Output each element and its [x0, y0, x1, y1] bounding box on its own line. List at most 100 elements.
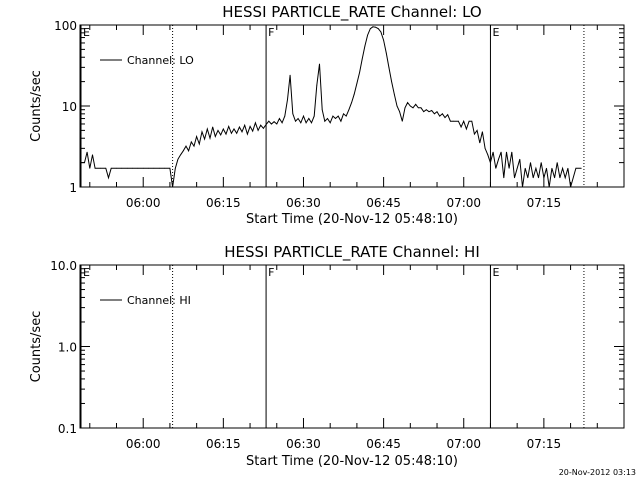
data-point [530, 162, 531, 164]
data-point [335, 118, 336, 119]
data-point [204, 138, 206, 140]
data-point [575, 167, 577, 169]
data-point [538, 177, 539, 179]
data-point [300, 122, 302, 124]
legend-label: Channel: HI [127, 294, 191, 307]
data-point [121, 167, 123, 169]
data-point [212, 126, 214, 128]
data-point [84, 162, 85, 164]
data-point [564, 177, 566, 179]
data-point [217, 130, 219, 131]
data-point [353, 93, 355, 95]
data-point [324, 120, 326, 122]
data-point [484, 148, 486, 149]
data-point [247, 133, 248, 135]
data-point [158, 167, 160, 169]
data-point [399, 111, 400, 113]
data-point [490, 162, 491, 164]
data-point [522, 186, 523, 188]
data-point [417, 107, 419, 109]
data-point [287, 99, 288, 100]
data-point [214, 136, 216, 137]
legend-label: Channel: LO [127, 54, 194, 67]
data-point [479, 142, 481, 144]
data-point [201, 131, 203, 133]
x-tick-label: 06:45 [366, 437, 401, 451]
x-axis-label: Start Time (20-Nov-12 05:48:10) [246, 212, 458, 227]
data-point [311, 122, 312, 124]
marker-label: E [83, 266, 90, 279]
data-point [506, 151, 507, 153]
data-point [407, 102, 408, 103]
data-point [535, 167, 537, 169]
data-point [332, 115, 334, 117]
footer-timestamp: 20-Nov-2012 03:13 [559, 468, 636, 477]
data-point [404, 107, 406, 109]
data-point [511, 151, 513, 153]
data-point [540, 162, 542, 164]
data-point [559, 177, 561, 179]
data-point [169, 167, 171, 169]
data-point [495, 167, 497, 169]
data-point [391, 81, 392, 82]
data-point [308, 118, 310, 119]
x-tick-label: 07:15 [527, 196, 562, 210]
data-point [482, 131, 483, 133]
data-point [327, 118, 328, 119]
data-point [255, 122, 256, 124]
chart-title: HESSI PARTICLE_RATE Channel: HI [224, 243, 480, 262]
data-point [239, 126, 240, 128]
data-point [116, 167, 117, 169]
data-point [148, 167, 150, 169]
data-point [198, 143, 200, 145]
data-point [383, 39, 384, 41]
data-point [185, 145, 187, 147]
x-tick-label: 06:30 [286, 437, 321, 451]
data-point [273, 121, 275, 123]
data-point [554, 177, 555, 179]
marker-label: F [268, 26, 274, 39]
data-point [442, 113, 443, 115]
data-point [466, 128, 467, 130]
data-point [393, 93, 395, 95]
data-point [92, 154, 93, 156]
data-point [377, 28, 379, 30]
data-point [567, 167, 569, 169]
data-point [180, 154, 182, 156]
data-point [369, 28, 371, 30]
data-point [452, 120, 454, 122]
data-point [375, 26, 376, 28]
data-point [519, 158, 521, 160]
data-point [428, 111, 430, 113]
data-point [276, 123, 278, 125]
data-point [231, 132, 232, 134]
data-point [562, 167, 563, 169]
marker-label: F [268, 266, 274, 279]
data-point [222, 128, 224, 130]
data-point [319, 63, 320, 65]
data-point [556, 162, 558, 164]
x-tick-label: 06:15 [206, 196, 241, 210]
data-point [524, 167, 526, 169]
data-point [193, 145, 195, 147]
data-point [356, 83, 358, 84]
data-point [548, 186, 550, 188]
data-point [337, 115, 339, 117]
data-point [126, 167, 128, 169]
y-tick-label: 10.0 [50, 259, 77, 273]
data-point [492, 151, 494, 153]
data-point [209, 137, 211, 139]
data-point [351, 102, 352, 103]
data-point [447, 114, 449, 116]
y-tick-label: 0.1 [58, 422, 77, 436]
data-point [458, 120, 459, 122]
data-point [415, 103, 417, 105]
data-point [137, 167, 139, 169]
x-tick-label: 06:00 [126, 196, 161, 210]
y-tick-label: 100 [54, 19, 77, 33]
data-point [233, 128, 235, 130]
data-point [439, 115, 441, 117]
chart-panel-hi: HESSI PARTICLE_RATE Channel: HI 0.1 1.0 10.… [29, 243, 625, 469]
data-point [190, 141, 192, 143]
data-point [359, 72, 360, 73]
